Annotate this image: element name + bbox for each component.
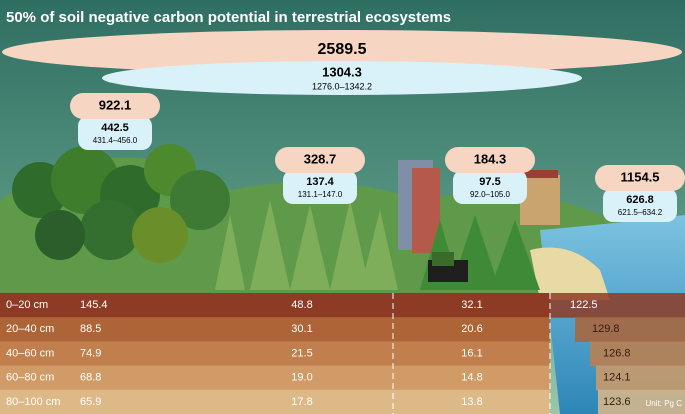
bubble-blue	[453, 170, 527, 204]
soil-layer	[575, 317, 685, 342]
city	[398, 160, 440, 253]
total-range: 1276.0–1342.2	[312, 81, 372, 91]
ecosystem-range: 621.5–634.2	[618, 208, 663, 217]
soil-layer	[212, 365, 393, 391]
bubble-peach	[595, 165, 685, 191]
soil-layer	[0, 317, 212, 342]
bubble-peach	[70, 93, 160, 119]
ecosystem-range: 431.4–456.0	[93, 136, 138, 145]
layer-value: 88.5	[80, 323, 101, 335]
layer-value: 14.8	[461, 372, 482, 384]
soil-layer	[393, 317, 550, 342]
bubble-blue	[603, 188, 677, 222]
layer-value: 68.8	[80, 372, 101, 384]
depth-label: 60–80 cm	[6, 372, 54, 384]
title: 50% of soil negative carbon potential in…	[6, 9, 451, 26]
ecosystem-negative: 626.8	[626, 194, 654, 206]
total-negative: 1304.3	[322, 64, 362, 79]
soil-layer	[393, 293, 550, 318]
bubble-blue	[78, 116, 152, 150]
layer-value: 16.1	[461, 347, 482, 359]
ecosystem-range: 92.0–105.0	[470, 190, 511, 199]
ecosystem-value: 1154.5	[620, 169, 659, 184]
layer-value: 65.9	[80, 396, 101, 408]
layer-value: 48.8	[291, 299, 312, 311]
total-ellipse	[2, 30, 682, 74]
layer-value: 122.5	[570, 299, 598, 311]
grassland	[215, 200, 398, 290]
soil-layer	[212, 317, 393, 342]
soil-layer	[590, 341, 685, 367]
layer-value: 126.8	[603, 347, 631, 359]
layer-value: 17.8	[291, 396, 312, 408]
soil-layer	[0, 389, 212, 414]
ecosystem-value: 184.3	[474, 151, 507, 166]
total-value: 2589.5	[318, 41, 367, 58]
soil-layer	[0, 365, 212, 391]
soil-layer	[393, 389, 550, 414]
soil-layer	[0, 341, 212, 367]
layer-value: 21.5	[291, 347, 312, 359]
negative-ellipse	[102, 61, 582, 95]
bubble-peach	[445, 147, 535, 173]
layer-value: 13.8	[461, 396, 482, 408]
soil-layer	[0, 293, 212, 318]
forest	[12, 144, 230, 263]
cropland	[420, 215, 540, 290]
soil-layer	[212, 389, 393, 414]
layer-value: 123.6	[603, 396, 631, 408]
beach	[530, 247, 610, 300]
ecosystem-negative: 442.5	[101, 122, 129, 134]
depth-label: 20–40 cm	[6, 323, 54, 335]
layer-value: 32.1	[461, 299, 482, 311]
layer-value: 30.1	[291, 323, 312, 335]
depth-label: 40–60 cm	[6, 347, 54, 359]
soil-layer	[212, 341, 393, 367]
soil-layer	[598, 389, 685, 414]
soil-layer	[550, 293, 685, 318]
layer-value: 124.1	[603, 372, 631, 384]
ecosystem-negative: 97.5	[479, 176, 500, 188]
ecosystem-negative: 137.4	[306, 176, 334, 188]
layer-value: 19.0	[291, 372, 312, 384]
ecosystem-value: 328.7	[304, 151, 337, 166]
soil-layer	[393, 341, 550, 367]
layer-value: 129.8	[592, 323, 620, 335]
soil-layer	[212, 293, 393, 318]
depth-label: 0–20 cm	[6, 299, 48, 311]
soil-layer	[393, 365, 550, 391]
layer-value: 74.9	[80, 347, 101, 359]
bubble-blue	[283, 170, 357, 204]
bubble-peach	[275, 147, 365, 173]
depth-label: 80–100 cm	[6, 396, 60, 408]
layer-value: 20.6	[461, 323, 482, 335]
layer-value: 145.4	[80, 299, 108, 311]
ecosystem-range: 131.1–147.0	[298, 190, 343, 199]
unit: Unit: Pg C	[646, 399, 683, 408]
ecosystem-value: 922.1	[99, 97, 132, 112]
soil-layer	[596, 365, 685, 391]
